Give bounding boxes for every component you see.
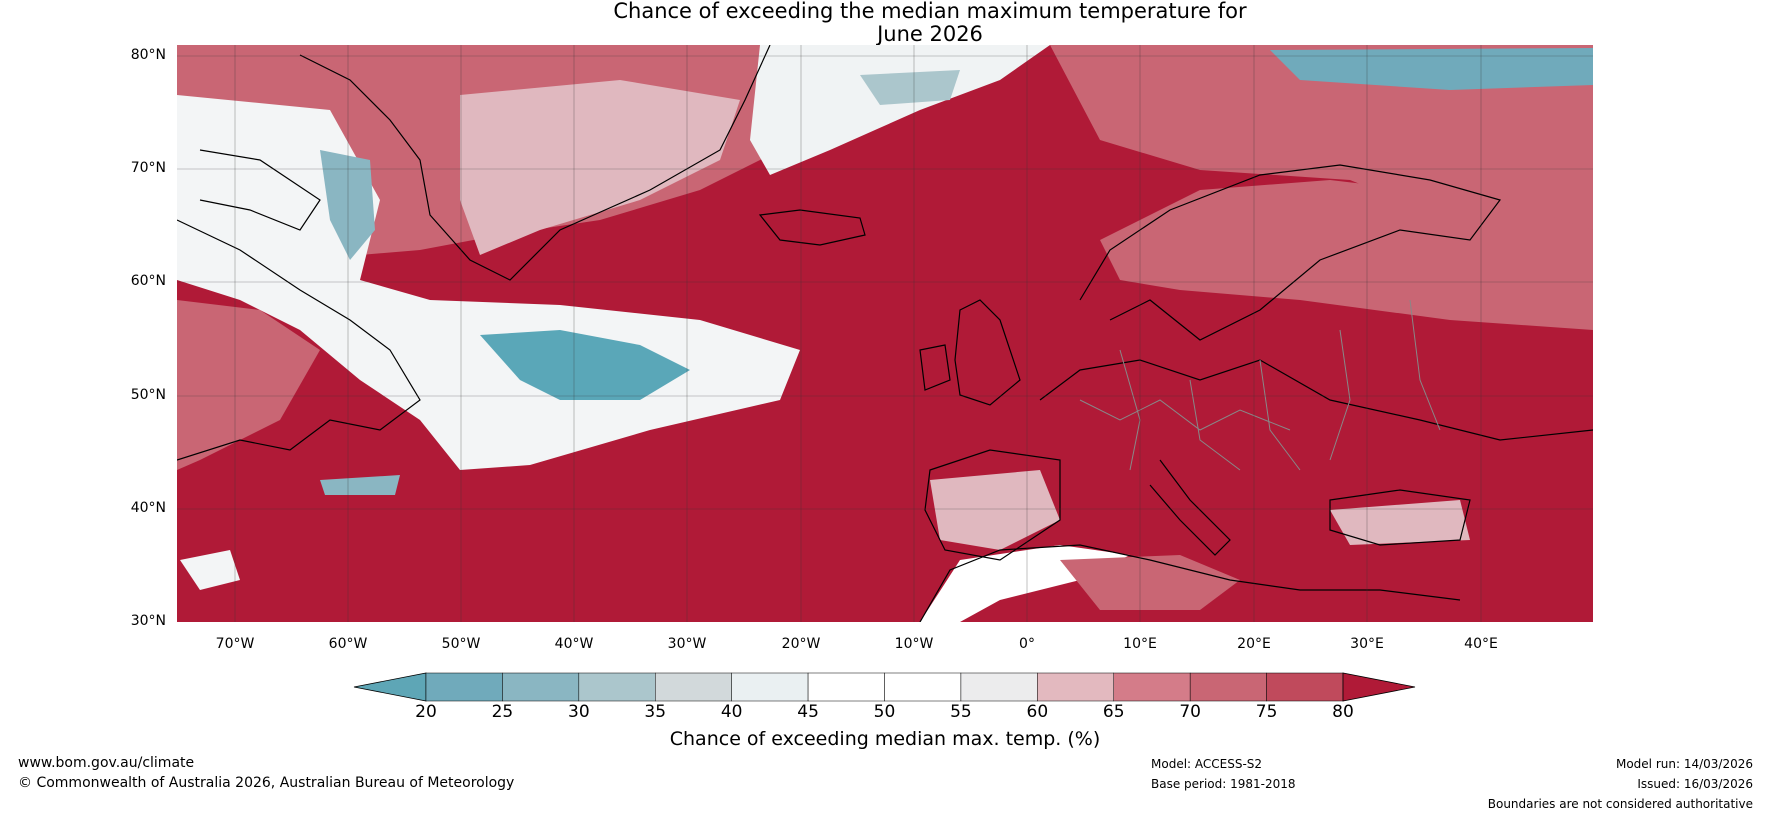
colorbar-segment (1189, 672, 1267, 702)
lat-label-80n: 80°N (130, 47, 166, 63)
coast-turkey (1329, 489, 1471, 546)
light-pink-turkey (1330, 500, 1470, 545)
colorbar-segment (655, 672, 732, 702)
lon-label-40e: 40°E (1464, 636, 1498, 652)
colorbar-tick-label: 75 (1255, 702, 1278, 722)
coast-africa (919, 544, 1461, 622)
footer-website: www.bom.gov.au/climate (18, 755, 195, 771)
colorbar (353, 672, 1416, 702)
colorbar-tick-label: 35 (644, 702, 667, 722)
colorbar-tick-label: 20 (415, 702, 437, 722)
lon-label-10w: 10°W (894, 636, 934, 652)
colorbar-segment (1037, 672, 1115, 702)
colorbar-tick-label: 25 (491, 702, 514, 722)
lat-label-40n: 40°N (130, 500, 166, 516)
white-region-greenland-east (750, 45, 1050, 175)
colorbar-segment (960, 672, 1038, 702)
colorbar-segment (807, 672, 885, 702)
lon-label-0: 0° (1019, 636, 1035, 652)
footer-model-run: Model run: 14/03/2026 (1615, 757, 1753, 771)
colorbar-tick-label: 55 (950, 702, 972, 722)
light-pink-iberia (930, 470, 1060, 550)
white-patch-southwest (180, 550, 240, 590)
blue-region-arctic (1270, 48, 1593, 90)
colorbar-tick-label: 40 (720, 702, 743, 722)
colorbar-label: Chance of exceeding median max. temp. (%… (669, 728, 1101, 750)
lon-label-20w: 20°W (781, 636, 821, 652)
colorbar-tick-label: 30 (568, 702, 590, 722)
lat-label-70n: 70°N (130, 160, 166, 176)
light-pink-greenland (460, 80, 740, 255)
colorbar-segment (731, 672, 809, 702)
lon-label-40w: 40°W (554, 636, 594, 652)
coast-iceland (758, 209, 866, 246)
lon-label-20e: 20°E (1237, 636, 1271, 652)
colorbar-segment (425, 672, 503, 702)
lon-label-50w: 50°W (441, 636, 481, 652)
coast-baffin (199, 149, 321, 231)
colorbar-tick-label: 50 (873, 702, 896, 722)
colorbar-tick-label: 70 (1179, 702, 1201, 722)
footer-copyright: © Commonwealth of Australia 2026, Austra… (18, 775, 515, 791)
colorbar-tick-label: 45 (797, 702, 819, 722)
colorbar-extend-high (1342, 672, 1416, 702)
colorbar-tick-label: 65 (1102, 702, 1125, 722)
graticule (177, 45, 1593, 622)
colorbar-segment (1266, 672, 1344, 702)
title-line-1: Chance of exceeding the median maximum t… (613, 0, 1247, 23)
colorbar-segment (578, 672, 656, 702)
colorbar-segment (884, 672, 962, 702)
coast-scandinavia (1079, 164, 1502, 341)
map-panel (177, 45, 1593, 622)
colorbar-tick-label: 80 (1332, 702, 1354, 722)
footer-model: Model: ACCESS-S2 (1151, 757, 1263, 771)
colorbar-tick-label: 60 (1026, 702, 1049, 722)
colorbar-segment (502, 672, 580, 702)
pink-region-scandinavia (1100, 180, 1593, 330)
pink-region-north-africa (1060, 555, 1240, 610)
blue-region-labrador (320, 150, 375, 260)
coast-labrador (177, 219, 421, 461)
map-title: Chance of exceeding the median maximum t… (0, 0, 1770, 46)
lat-label-30n: 30°N (130, 613, 166, 629)
footer-base-period: Base period: 1981-2018 (1151, 777, 1296, 791)
colorbar-segment (1113, 672, 1191, 702)
coast-ireland (919, 344, 951, 391)
lat-label-60n: 60°N (130, 273, 166, 289)
coast-italy (1149, 459, 1231, 556)
lon-label-30e: 30°E (1350, 636, 1384, 652)
pink-region-west-atlantic (177, 300, 320, 470)
blue-region-nova-scotia (320, 475, 400, 495)
footer-disclaimer: Boundaries are not considered authoritat… (1487, 797, 1753, 811)
lat-label-50n: 50°N (130, 387, 166, 403)
lon-label-70w: 70°W (215, 636, 255, 652)
footer-issued: Issued: 16/03/2026 (1637, 777, 1753, 791)
blue-region-atlantic (480, 330, 690, 400)
coast-britain (954, 299, 1021, 406)
lon-label-60w: 60°W (328, 636, 368, 652)
blue-region-greenland-sea (860, 70, 960, 105)
title-line-2: June 2026 (877, 22, 983, 46)
lon-label-10e: 10°E (1123, 636, 1157, 652)
colorbar-extend-low (353, 672, 427, 702)
lon-label-30w: 30°W (667, 636, 707, 652)
pink-region-northeast (1050, 45, 1593, 230)
coast-iberia (924, 449, 1061, 561)
coast-greenland (299, 45, 771, 281)
